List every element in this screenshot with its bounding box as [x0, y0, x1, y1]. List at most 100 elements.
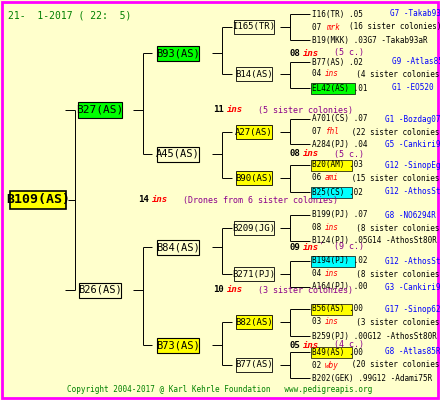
- Text: B202(GEK) .99G12 -Adami75R: B202(GEK) .99G12 -Adami75R: [312, 374, 432, 382]
- Text: ins: ins: [325, 270, 339, 278]
- Text: I165(TR): I165(TR): [232, 22, 275, 32]
- Text: 02: 02: [312, 360, 326, 370]
- Text: A701(CS) .07: A701(CS) .07: [312, 114, 367, 124]
- Text: B209(JG): B209(JG): [232, 224, 275, 232]
- Text: A45(AS): A45(AS): [156, 149, 200, 159]
- Text: EL42(AS) .01: EL42(AS) .01: [312, 84, 367, 92]
- Text: B93(AS): B93(AS): [156, 48, 200, 58]
- Text: mrk: mrk: [326, 22, 340, 32]
- Text: wby: wby: [325, 360, 339, 370]
- Text: G5 -Cankiri97Q: G5 -Cankiri97Q: [385, 140, 440, 148]
- Text: B20(AM) .03: B20(AM) .03: [312, 160, 363, 170]
- Text: I16(TR) .05: I16(TR) .05: [312, 10, 363, 18]
- Text: ins: ins: [227, 286, 243, 294]
- Text: G12 -AthosSt80R: G12 -AthosSt80R: [385, 188, 440, 196]
- Text: B82(AS): B82(AS): [235, 318, 273, 326]
- Text: (5 c.): (5 c.): [319, 150, 364, 158]
- Text: B90(AS): B90(AS): [235, 174, 273, 182]
- Text: 14: 14: [138, 196, 149, 204]
- Text: B259(PJ) .00G12 -AthosSt80R: B259(PJ) .00G12 -AthosSt80R: [312, 332, 437, 340]
- Text: (5 sister colonies): (5 sister colonies): [243, 106, 353, 114]
- Text: B84(AS): B84(AS): [156, 242, 200, 252]
- FancyBboxPatch shape: [236, 358, 272, 372]
- Text: G9 -Atlas85R: G9 -Atlas85R: [392, 58, 440, 66]
- FancyBboxPatch shape: [311, 82, 355, 94]
- Text: 11: 11: [213, 106, 224, 114]
- Text: B25(CS) .02: B25(CS) .02: [312, 188, 363, 196]
- Text: 04: 04: [312, 70, 326, 78]
- Text: (16 sister colonies): (16 sister colonies): [349, 22, 440, 32]
- Text: 06: 06: [312, 174, 326, 182]
- Text: (3 sister colonies): (3 sister colonies): [243, 286, 353, 294]
- Text: (Drones from 6 sister colonies): (Drones from 6 sister colonies): [168, 196, 338, 204]
- Text: B73(AS): B73(AS): [156, 340, 200, 350]
- FancyBboxPatch shape: [234, 20, 275, 34]
- Text: ins: ins: [303, 340, 319, 350]
- Text: G8 -Atlas85R: G8 -Atlas85R: [385, 348, 440, 356]
- Text: 10: 10: [213, 286, 224, 294]
- Text: A164(PJ) .00: A164(PJ) .00: [312, 282, 367, 292]
- Text: G3 -Cankiri97Q: G3 -Cankiri97Q: [385, 282, 440, 292]
- Text: ins: ins: [325, 70, 339, 78]
- Text: (8 sister colonies): (8 sister colonies): [347, 270, 440, 278]
- Text: G7 -Takab93aR: G7 -Takab93aR: [390, 10, 440, 18]
- Text: (5 c.): (5 c.): [319, 48, 364, 58]
- Text: Copyright 2004-2017 @ Karl Kehrle Foundation   www.pedigreapis.org: Copyright 2004-2017 @ Karl Kehrle Founda…: [67, 385, 373, 394]
- Text: B19(MKK) .03G7 -Takab93aR: B19(MKK) .03G7 -Takab93aR: [312, 36, 428, 44]
- FancyBboxPatch shape: [311, 160, 352, 170]
- FancyBboxPatch shape: [234, 267, 275, 281]
- FancyBboxPatch shape: [311, 186, 352, 198]
- Text: G12 -SinopEgg86R: G12 -SinopEgg86R: [385, 160, 440, 170]
- Text: ins: ins: [303, 242, 319, 252]
- Text: B56(AS) .00: B56(AS) .00: [312, 304, 363, 314]
- Text: B77(AS): B77(AS): [235, 360, 273, 370]
- Text: (4 c.): (4 c.): [319, 340, 364, 350]
- FancyBboxPatch shape: [311, 256, 355, 266]
- Text: A284(PJ) .04: A284(PJ) .04: [312, 140, 367, 148]
- Text: B14(AS): B14(AS): [235, 70, 273, 78]
- Text: G12 -AthosSt80R: G12 -AthosSt80R: [385, 256, 440, 266]
- Text: ins: ins: [152, 196, 168, 204]
- FancyBboxPatch shape: [236, 171, 272, 185]
- Text: B109(AS): B109(AS): [6, 194, 70, 206]
- Text: 21-  1-2017 ( 22:  5): 21- 1-2017 ( 22: 5): [8, 10, 132, 20]
- FancyBboxPatch shape: [158, 240, 198, 254]
- Text: (15 sister colonies): (15 sister colonies): [347, 174, 440, 182]
- Text: 08: 08: [289, 48, 300, 58]
- FancyBboxPatch shape: [158, 338, 198, 352]
- Text: B124(PJ) .05G14 -AthosSt80R: B124(PJ) .05G14 -AthosSt80R: [312, 236, 437, 246]
- Text: G17 -Sinop62R: G17 -Sinop62R: [385, 304, 440, 314]
- FancyBboxPatch shape: [234, 221, 275, 235]
- Text: ami: ami: [325, 174, 339, 182]
- Text: (3 sister colonies): (3 sister colonies): [347, 318, 440, 326]
- Text: G1 -EO520: G1 -EO520: [392, 84, 434, 92]
- Text: 08: 08: [312, 224, 326, 232]
- FancyBboxPatch shape: [311, 304, 352, 314]
- FancyBboxPatch shape: [79, 282, 121, 298]
- Text: B26(AS): B26(AS): [78, 285, 122, 295]
- FancyBboxPatch shape: [158, 46, 198, 60]
- FancyBboxPatch shape: [311, 346, 352, 358]
- FancyBboxPatch shape: [10, 191, 66, 209]
- Text: 09: 09: [289, 242, 300, 252]
- Text: (8 sister colonies): (8 sister colonies): [347, 224, 440, 232]
- Text: ins: ins: [303, 48, 319, 58]
- Text: B194(PJ) .02: B194(PJ) .02: [312, 256, 367, 266]
- Text: '  (9 c.): ' (9 c.): [319, 242, 364, 252]
- Text: B199(PJ) .07: B199(PJ) .07: [312, 210, 367, 220]
- Text: fhl: fhl: [325, 128, 339, 136]
- Text: ins: ins: [325, 318, 339, 326]
- Text: (22 sister colonies): (22 sister colonies): [347, 128, 440, 136]
- Text: (20 sister colonies): (20 sister colonies): [347, 360, 440, 370]
- Text: B27(AS): B27(AS): [77, 105, 124, 115]
- Text: ins: ins: [227, 106, 243, 114]
- FancyBboxPatch shape: [236, 67, 272, 81]
- FancyBboxPatch shape: [158, 146, 198, 162]
- Text: ins: ins: [303, 150, 319, 158]
- FancyBboxPatch shape: [236, 125, 272, 139]
- Text: 07: 07: [312, 22, 326, 32]
- Text: 05: 05: [289, 340, 300, 350]
- Text: 07: 07: [312, 128, 326, 136]
- Text: (4 sister colonies): (4 sister colonies): [347, 70, 440, 78]
- FancyBboxPatch shape: [236, 315, 272, 329]
